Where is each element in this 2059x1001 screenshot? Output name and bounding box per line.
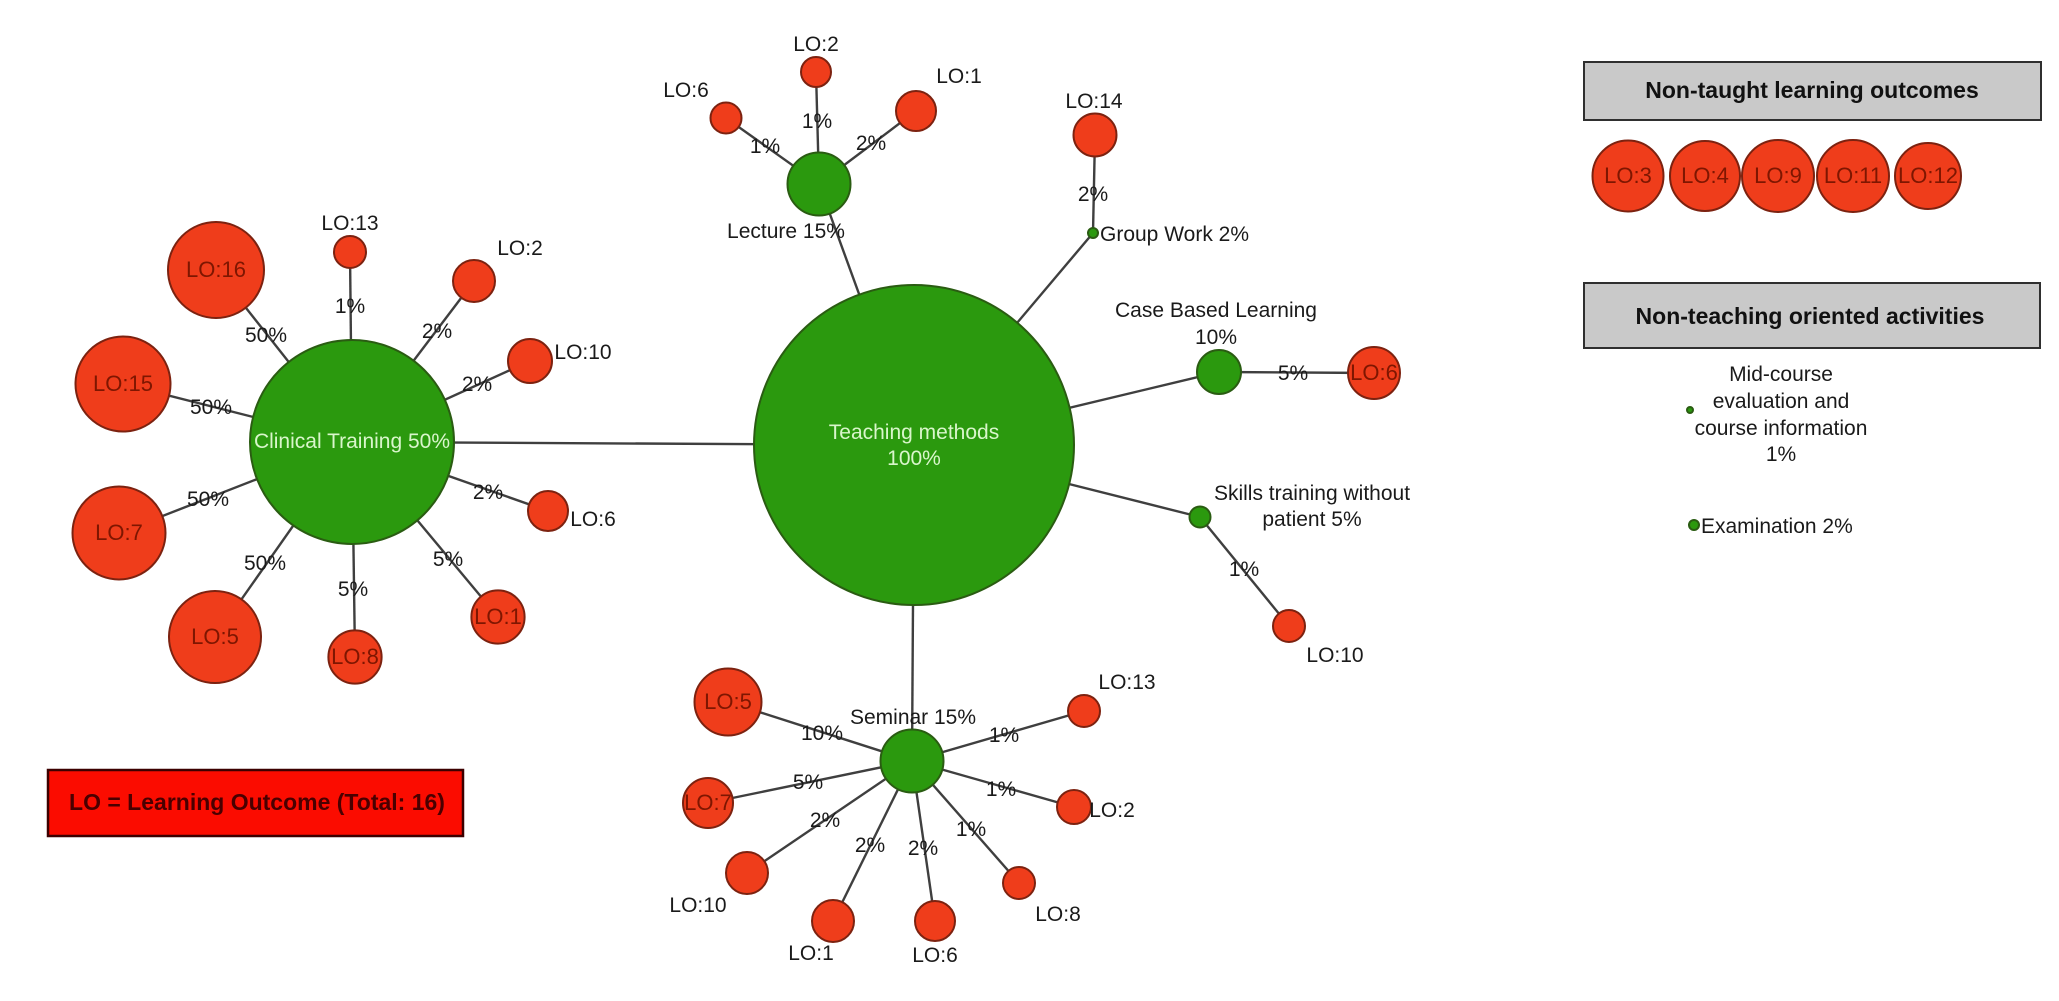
svg-text:Non-taught learning outcomes: Non-taught learning outcomes: [1645, 77, 1979, 103]
svg-text:LO:5: LO:5: [191, 624, 239, 649]
svg-text:LO:1: LO:1: [788, 942, 834, 965]
svg-text:50%: 50%: [244, 552, 286, 575]
svg-text:LO:3: LO:3: [1604, 163, 1652, 188]
svg-text:1%: 1%: [1766, 443, 1796, 466]
svg-text:2%: 2%: [422, 320, 452, 343]
svg-text:LO:13: LO:13: [321, 212, 378, 235]
svg-text:LO:16: LO:16: [186, 257, 246, 282]
svg-text:LO = Learning Outcome (Total:: LO = Learning Outcome (Total: 16): [69, 789, 445, 815]
svg-text:LO:10: LO:10: [554, 341, 611, 364]
svg-text:LO:10: LO:10: [669, 894, 726, 917]
svg-text:LO:5: LO:5: [704, 689, 752, 714]
svg-text:1%: 1%: [335, 295, 365, 318]
svg-text:LO:7: LO:7: [684, 790, 732, 815]
svg-text:LO:8: LO:8: [331, 644, 379, 669]
svg-text:patient 5%: patient 5%: [1262, 508, 1361, 531]
svg-text:50%: 50%: [190, 396, 232, 419]
svg-text:LO:2: LO:2: [793, 33, 839, 56]
svg-text:LO:2: LO:2: [1089, 799, 1135, 822]
svg-text:LO:14: LO:14: [1065, 90, 1123, 113]
svg-text:Teaching methods: Teaching methods: [829, 421, 999, 444]
svg-text:LO:6: LO:6: [570, 508, 616, 531]
svg-text:course information: course information: [1695, 417, 1868, 440]
svg-text:2%: 2%: [856, 132, 886, 155]
svg-text:LO:9: LO:9: [1754, 163, 1802, 188]
svg-text:2%: 2%: [462, 373, 492, 396]
svg-text:LO:10: LO:10: [1306, 644, 1363, 667]
svg-text:LO:2: LO:2: [497, 237, 543, 260]
svg-text:Skills training without: Skills training without: [1214, 482, 1410, 505]
svg-text:LO:11: LO:11: [1824, 163, 1882, 188]
svg-text:2%: 2%: [908, 837, 938, 860]
svg-text:2%: 2%: [1078, 183, 1108, 206]
svg-text:5%: 5%: [793, 771, 823, 794]
svg-text:10%: 10%: [801, 722, 843, 745]
svg-text:evaluation and: evaluation and: [1713, 390, 1850, 413]
svg-text:Case Based Learning: Case Based Learning: [1115, 299, 1317, 322]
svg-text:1%: 1%: [750, 135, 780, 158]
svg-text:2%: 2%: [855, 834, 885, 857]
svg-text:Seminar 15%: Seminar 15%: [850, 706, 976, 729]
svg-text:LO:7: LO:7: [95, 520, 143, 545]
svg-text:Group Work 2%: Group Work 2%: [1100, 223, 1249, 246]
svg-text:LO:6: LO:6: [663, 79, 709, 102]
svg-text:5%: 5%: [433, 548, 463, 571]
svg-text:LO:6: LO:6: [912, 944, 958, 967]
svg-text:LO:8: LO:8: [1035, 903, 1081, 926]
svg-text:LO:6: LO:6: [1350, 360, 1398, 385]
svg-text:1%: 1%: [956, 818, 986, 841]
svg-text:100%: 100%: [887, 447, 941, 470]
svg-text:50%: 50%: [245, 324, 287, 347]
svg-text:5%: 5%: [1278, 362, 1308, 385]
svg-text:50%: 50%: [187, 488, 229, 511]
svg-text:Examination 2%: Examination 2%: [1701, 515, 1853, 538]
svg-text:1%: 1%: [989, 724, 1019, 747]
svg-text:Non-teaching oriented activiti: Non-teaching oriented activities: [1636, 303, 1985, 329]
svg-text:LO:1: LO:1: [474, 604, 522, 629]
svg-text:10%: 10%: [1195, 326, 1237, 349]
svg-text:LO:12: LO:12: [1898, 163, 1958, 188]
svg-text:LO:1: LO:1: [936, 65, 982, 88]
svg-text:LO:13: LO:13: [1098, 671, 1155, 694]
svg-text:Clinical Training 50%: Clinical Training 50%: [254, 430, 450, 453]
svg-text:1%: 1%: [986, 778, 1016, 801]
svg-text:Mid-course: Mid-course: [1729, 363, 1833, 386]
svg-text:1%: 1%: [1229, 558, 1259, 581]
svg-text:2%: 2%: [473, 481, 503, 504]
svg-text:5%: 5%: [338, 578, 368, 601]
svg-text:LO:15: LO:15: [93, 371, 153, 396]
svg-text:Lecture 15%: Lecture 15%: [727, 220, 845, 243]
svg-text:2%: 2%: [810, 809, 840, 832]
svg-text:LO:4: LO:4: [1681, 163, 1729, 188]
svg-text:1%: 1%: [802, 110, 832, 133]
